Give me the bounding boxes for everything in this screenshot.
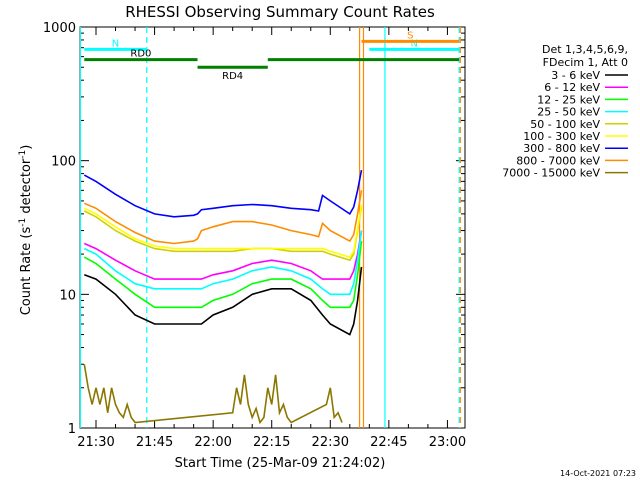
chart-title: RHESSI Observing Summary Count Rates: [125, 3, 435, 21]
legend-label: 7000 - 15000 keV: [502, 167, 600, 180]
y-tick-label: 100: [51, 155, 76, 170]
series-line: [83, 230, 363, 280]
x-tick-label: 22:45: [370, 435, 407, 450]
x-tick-label: 23:00: [429, 435, 466, 450]
plot-area: 1 10 100 1000 21:30 21:45 22:00 22:15 22:30 22:45…: [43, 21, 466, 450]
legend-label: 12 - 25 keV: [537, 93, 600, 106]
x-axis-label: Start Time (25-Mar-09 21:24:02): [175, 456, 386, 471]
legend-label: 100 - 300 keV: [523, 130, 600, 143]
series-line: [83, 190, 363, 245]
legend-label: 3 - 6 keV: [551, 69, 600, 82]
x-tick-label: 22:00: [194, 435, 231, 450]
x-tick-label: 21:30: [77, 435, 114, 450]
series-line: [83, 169, 363, 218]
y-tick-label: 10: [59, 288, 76, 303]
state-bar-label: RD0: [130, 49, 151, 60]
x-tick-label: 21:45: [136, 435, 173, 450]
y-tick-label: 1000: [43, 21, 76, 36]
y-tick-label: 1: [68, 422, 76, 437]
series-line: [83, 204, 363, 259]
state-bar-label: N: [410, 38, 417, 49]
timestamp: 14-Oct-2021 07:23: [560, 469, 636, 478]
legend-header-line1: Det 1,3,4,5,6,9,: [542, 43, 628, 56]
series-line: [83, 206, 363, 262]
legend-header-line2: FDecim 1, Att 0: [543, 56, 628, 69]
series-line: [83, 364, 343, 425]
plot-frame: [79, 26, 466, 429]
legend-label: 25 - 50 keV: [537, 106, 600, 119]
state-bar-label: S: [407, 30, 413, 41]
state-bar-label: RD4: [222, 71, 243, 82]
legend-label: 50 - 100 keV: [530, 118, 600, 131]
legend-label: 800 - 7000 keV: [516, 154, 600, 167]
y-axis-label: Count Rate (s-1 detector-1): [18, 145, 34, 316]
legend-label: 300 - 800 keV: [523, 142, 600, 155]
series-line: [83, 241, 363, 309]
legend-label: 6 - 12 keV: [544, 81, 600, 94]
state-bar-label: N: [112, 38, 119, 49]
series-line: [84, 266, 363, 336]
series-line: [83, 230, 363, 296]
x-tick-label: 22:15: [253, 435, 290, 450]
x-tick-label: 22:30: [312, 435, 349, 450]
